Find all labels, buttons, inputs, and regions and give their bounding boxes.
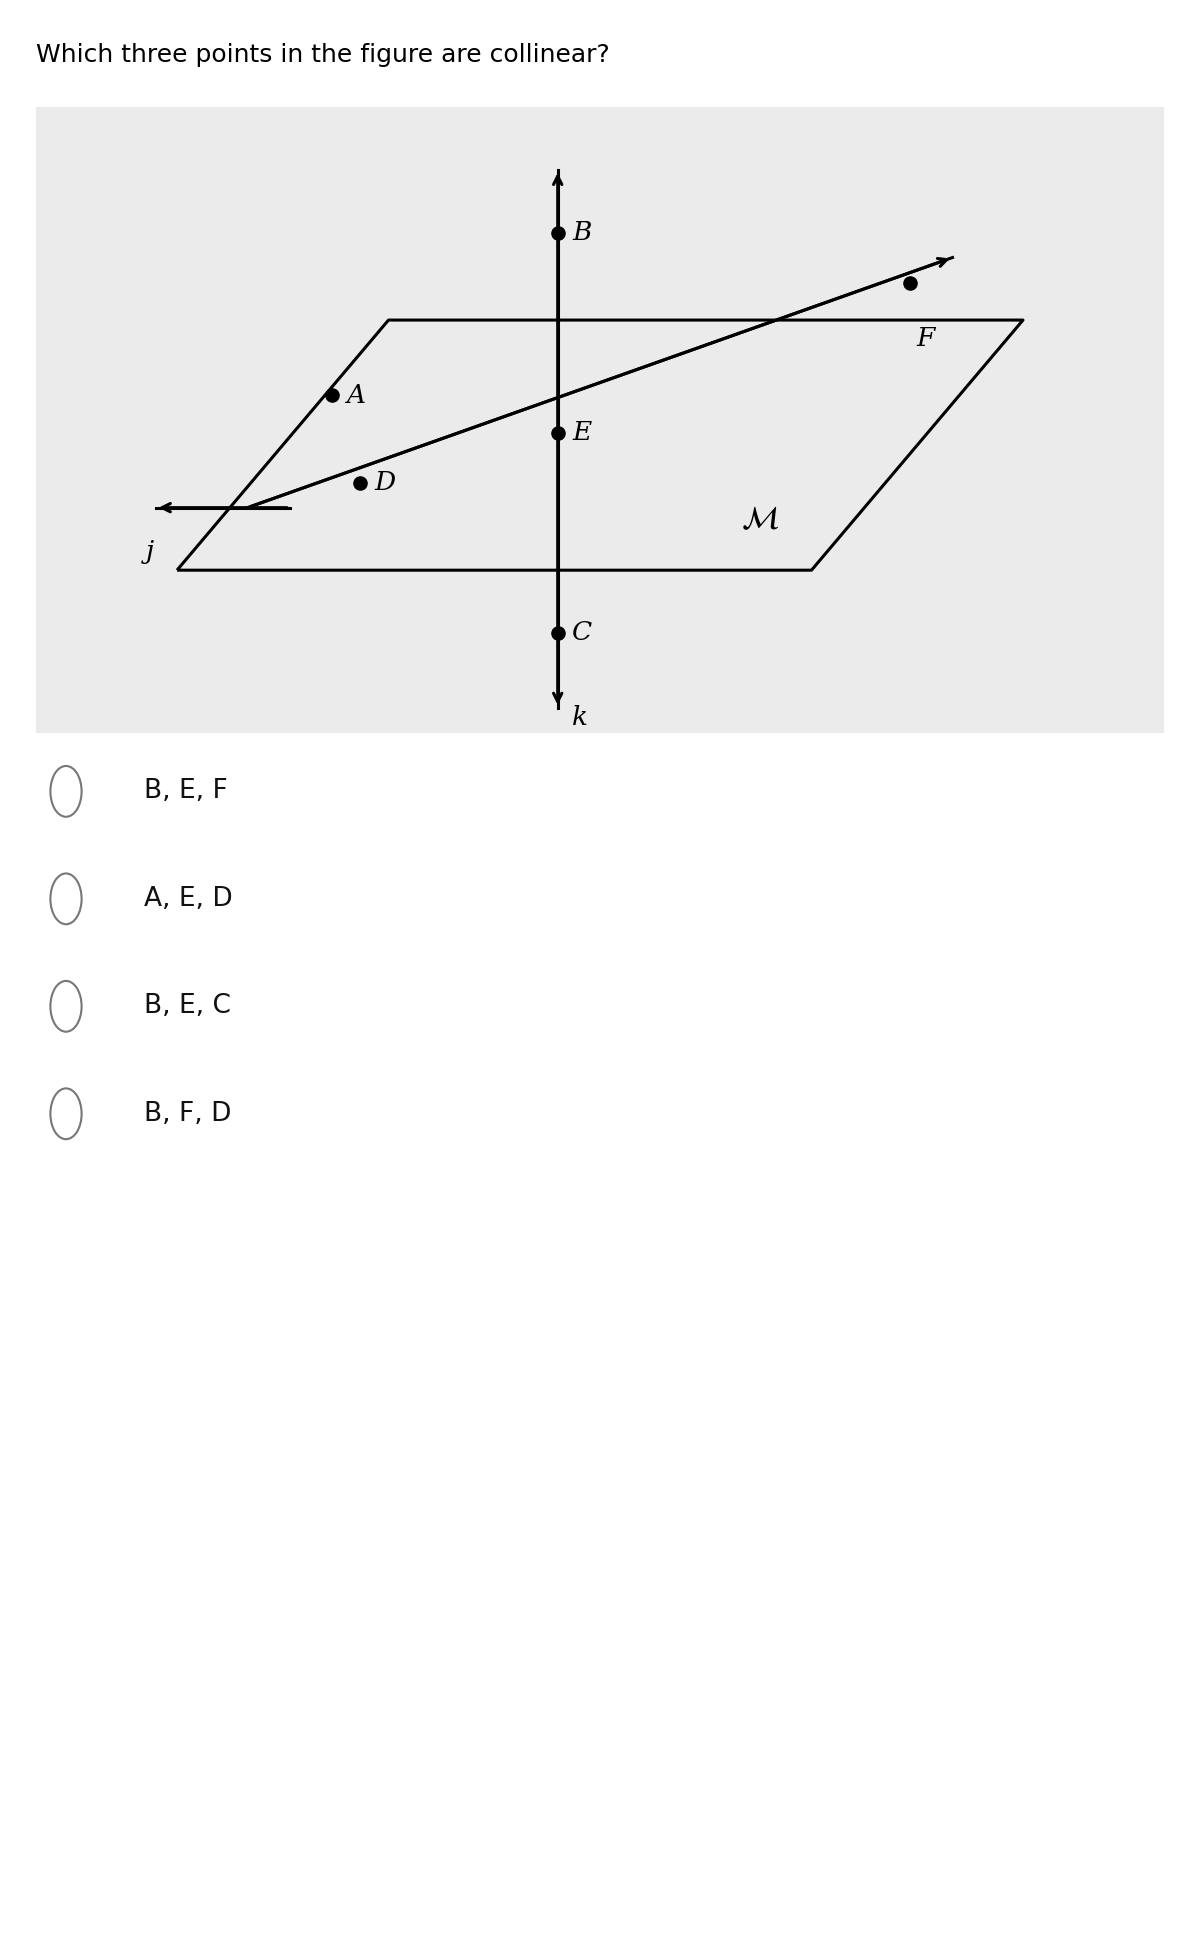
Text: k: k (571, 705, 588, 731)
Point (548, 617, 568, 649)
Text: F: F (917, 326, 935, 350)
Text: D: D (374, 471, 396, 494)
Text: j: j (146, 539, 154, 565)
Text: A, E, D: A, E, D (144, 885, 233, 913)
Text: C: C (572, 619, 593, 645)
Text: B: B (572, 221, 592, 244)
Text: $\mathcal{M}$: $\mathcal{M}$ (740, 504, 779, 535)
Point (350, 467, 370, 498)
Point (548, 217, 568, 248)
Text: B, F, D: B, F, D (144, 1100, 232, 1127)
Text: A: A (347, 383, 366, 408)
Point (900, 268, 919, 299)
FancyBboxPatch shape (36, 107, 1164, 733)
Text: E: E (572, 420, 592, 446)
Text: Which three points in the figure are collinear?: Which three points in the figure are col… (36, 43, 610, 66)
Point (548, 416, 568, 447)
Text: B, E, F: B, E, F (144, 778, 228, 805)
Text: B, E, C: B, E, C (144, 993, 230, 1020)
Point (323, 379, 342, 410)
